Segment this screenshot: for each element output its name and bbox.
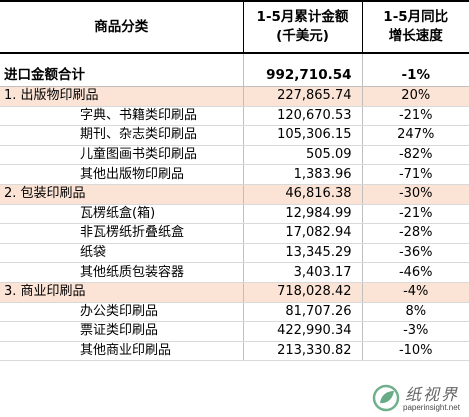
- table-row: 办公类印刷品 81,707.26 8%: [0, 302, 469, 323]
- table-row: 纸袋 13,345.29 -36%: [0, 243, 469, 264]
- category-label: 2. 包装印刷品: [0, 184, 243, 205]
- item-amount: 505.09: [242, 145, 362, 166]
- total-amount: 992,710.54: [242, 64, 362, 87]
- item-growth: -36%: [361, 243, 469, 264]
- category-growth: -4%: [361, 282, 469, 303]
- header-amount: 1-5月累计金额 (千美元): [242, 0, 362, 54]
- category-label: 1. 出版物印刷品: [0, 86, 243, 107]
- item-label: 瓦楞纸盒(箱): [0, 204, 243, 225]
- item-growth: -10%: [361, 341, 469, 362]
- item-label: 其他商业印刷品: [0, 341, 243, 362]
- item-label: 纸袋: [0, 243, 243, 264]
- item-growth: -82%: [361, 145, 469, 166]
- table-row: 瓦楞纸盒(箱) 12,984.99 -21%: [0, 204, 469, 225]
- item-amount: 13,345.29: [242, 243, 362, 264]
- item-label: 字典、书籍类印刷品: [0, 106, 243, 127]
- item-amount: 12,984.99: [242, 204, 362, 225]
- item-label: 票证类印刷品: [0, 321, 243, 342]
- item-growth: -46%: [361, 262, 469, 283]
- item-amount: 81,707.26: [242, 302, 362, 323]
- category-label: 3. 商业印刷品: [0, 282, 243, 303]
- item-amount: 422,990.34: [242, 321, 362, 342]
- item-amount: 17,082.94: [242, 223, 362, 244]
- item-growth: -28%: [361, 223, 469, 244]
- total-row: 进口金额合计 992,710.54 -1%: [0, 64, 469, 87]
- item-growth: -21%: [361, 106, 469, 127]
- category-row-packaging: 2. 包装印刷品 46,816.38 -30%: [0, 184, 469, 205]
- item-amount: 1,383.96: [242, 164, 362, 185]
- total-label: 进口金额合计: [0, 64, 243, 87]
- total-growth: -1%: [361, 64, 469, 87]
- item-amount: 120,670.53: [242, 106, 362, 127]
- watermark-logo: 纸视界 paperinsight.net: [371, 381, 467, 415]
- item-amount: 213,330.82: [242, 341, 362, 362]
- spacer-row: [0, 53, 469, 64]
- category-amount: 227,865.74: [242, 86, 362, 107]
- table-row: 期刊、杂志类印刷品 105,306.15 247%: [0, 125, 469, 146]
- item-growth: -3%: [361, 321, 469, 342]
- item-amount: 105,306.15: [242, 125, 362, 146]
- item-growth: 8%: [361, 302, 469, 323]
- table-row: 其他商业印刷品 213,330.82 -10%: [0, 341, 469, 362]
- table-row: 非瓦楞纸折叠纸盒 17,082.94 -28%: [0, 223, 469, 244]
- item-label: 儿童图画书类印刷品: [0, 145, 243, 166]
- import-table: 商品分类 1-5月累计金额 (千美元) 1-5月同比 增长速度 进口金额合计 992…: [0, 0, 469, 362]
- category-row-commercial: 3. 商业印刷品 718,028.42 -4%: [0, 282, 469, 303]
- header-row: 商品分类 1-5月累计金额 (千美元) 1-5月同比 增长速度: [0, 0, 469, 54]
- table-row: 字典、书籍类印刷品 120,670.53 -21%: [0, 106, 469, 127]
- table-row: 票证类印刷品 422,990.34 -3%: [0, 321, 469, 342]
- header-category: 商品分类: [0, 0, 243, 54]
- item-label: 其他出版物印刷品: [0, 164, 243, 185]
- item-growth: 247%: [361, 125, 469, 146]
- table-row: 儿童图画书类印刷品 505.09 -82%: [0, 145, 469, 166]
- watermark-url: paperinsight.net: [403, 403, 460, 412]
- item-growth: -71%: [361, 164, 469, 185]
- leaf-icon: [372, 384, 400, 412]
- table-row: 其他出版物印刷品 1,383.96 -71%: [0, 164, 469, 185]
- category-growth: -30%: [361, 184, 469, 205]
- category-row-publications: 1. 出版物印刷品 227,865.74 20%: [0, 86, 469, 107]
- item-label: 非瓦楞纸折叠纸盒: [0, 223, 243, 244]
- category-growth: 20%: [361, 86, 469, 107]
- category-amount: 46,816.38: [242, 184, 362, 205]
- item-label: 办公类印刷品: [0, 302, 243, 323]
- header-growth: 1-5月同比 增长速度: [361, 0, 469, 54]
- table-row: 其他纸质包装容器 3,403.17 -46%: [0, 262, 469, 283]
- item-label: 其他纸质包装容器: [0, 262, 243, 283]
- item-amount: 3,403.17: [242, 262, 362, 283]
- item-label: 期刊、杂志类印刷品: [0, 125, 243, 146]
- watermark-name: 纸视界: [405, 385, 460, 404]
- item-growth: -21%: [361, 204, 469, 225]
- category-amount: 718,028.42: [242, 282, 362, 303]
